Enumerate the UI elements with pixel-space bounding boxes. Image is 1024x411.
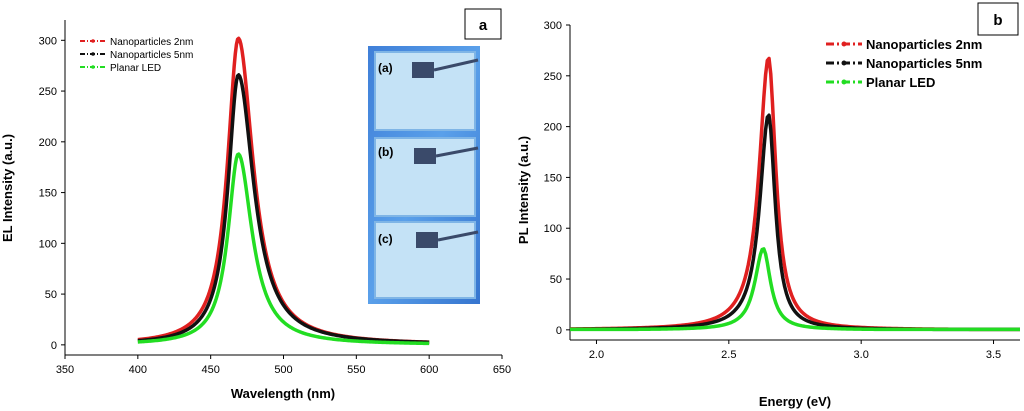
inset-device-b [414, 148, 436, 164]
x-tick-label: 600 [420, 364, 438, 376]
panel-a-letter-box [464, 8, 502, 40]
panel-b-chart: 2.0 2.5 3.0 3.5 0 50 100 150 200 250 300 Energy (… [516, 2, 1021, 409]
legend-b-marker-2nm [841, 41, 847, 47]
inset-label-c: (c) [378, 232, 393, 246]
inset-label-b: (b) [378, 145, 393, 159]
inset-probe-b [435, 146, 479, 158]
legend-marker-planar [91, 65, 95, 69]
inset-probe-a [433, 58, 479, 72]
y-tick-label: 300 [39, 35, 57, 47]
series-line-nanoparticles-5nm [137, 73, 430, 345]
legend-b-marker-5nm [841, 60, 847, 66]
legend-marker-2nm [91, 39, 95, 43]
y-tick-label: 100 [544, 223, 562, 235]
x-tick-label: 400 [129, 364, 147, 376]
x-tick-label: 3.5 [986, 349, 1001, 361]
panel-a-chart: 350 400 450 500 550 600 650 0 50 100 150 200 250 300… [0, 8, 511, 401]
legend-b-label-2nm: Nanoparticles 2nm [866, 37, 982, 52]
x-tick-label: 650 [493, 364, 511, 376]
panel-b-letter: b [993, 12, 1002, 29]
y-tick-label: 0 [556, 325, 562, 337]
legend-label-5nm: Nanoparticles 5nm [110, 50, 193, 61]
y-tick-label: 0 [51, 340, 57, 352]
panel-a-legend: Nanoparticles 2nm Nanoparticles 5nm Plan… [80, 37, 193, 74]
y-tick-label: 250 [544, 71, 562, 83]
series-line-planar-led [137, 152, 430, 346]
legend-marker-5nm [91, 52, 95, 56]
y-tick-label: 250 [39, 86, 57, 98]
panel-a-letter: a [479, 17, 488, 34]
panel-a-y-axis-label: EL Intensity (a.u.) [0, 134, 15, 242]
y-tick-label: 200 [39, 137, 57, 149]
legend-b-label-5nm: Nanoparticles 5nm [866, 56, 982, 71]
series-line-planar-led [569, 247, 1021, 332]
x-tick-label: 350 [56, 364, 74, 376]
y-tick-label: 200 [544, 122, 562, 134]
panel-b-y-axis-label: PL Intensity (a.u.) [516, 136, 531, 244]
panel-b-legend: Nanoparticles 2nm Nanoparticles 5nm Plan… [826, 37, 982, 90]
panel-b-letter-box [977, 2, 1019, 36]
legend-b-label-planar: Planar LED [866, 75, 935, 90]
y-tick-label: 150 [39, 188, 57, 200]
inset-device-a [412, 62, 434, 78]
y-tick-label: 150 [544, 172, 562, 184]
x-tick-label: 3.0 [854, 349, 869, 361]
inset-probe-c [437, 230, 479, 242]
x-tick-label: 500 [274, 364, 292, 376]
x-tick-label: 2.0 [589, 349, 604, 361]
inset-photo: (a) (b) (c) [368, 46, 480, 304]
legend-b-marker-planar [841, 79, 847, 85]
y-tick-label: 50 [45, 289, 57, 301]
legend-label-2nm: Nanoparticles 2nm [110, 37, 193, 48]
x-tick-label: 450 [201, 364, 219, 376]
y-tick-label: 50 [550, 274, 562, 286]
x-tick-label: 2.5 [721, 349, 736, 361]
panel-a-x-axis-label: Wavelength (nm) [231, 386, 335, 401]
y-tick-label: 300 [544, 20, 562, 32]
inset-device-c [416, 232, 438, 248]
x-tick-label: 550 [347, 364, 365, 376]
series-line-nanoparticles-2nm [569, 56, 1021, 332]
legend-label-planar: Planar LED [110, 63, 161, 74]
panel-b-x-axis-label: Energy (eV) [759, 394, 831, 409]
series-line-nanoparticles-5nm [569, 113, 1021, 332]
y-tick-label: 100 [39, 238, 57, 250]
inset-label-a: (a) [378, 61, 393, 75]
